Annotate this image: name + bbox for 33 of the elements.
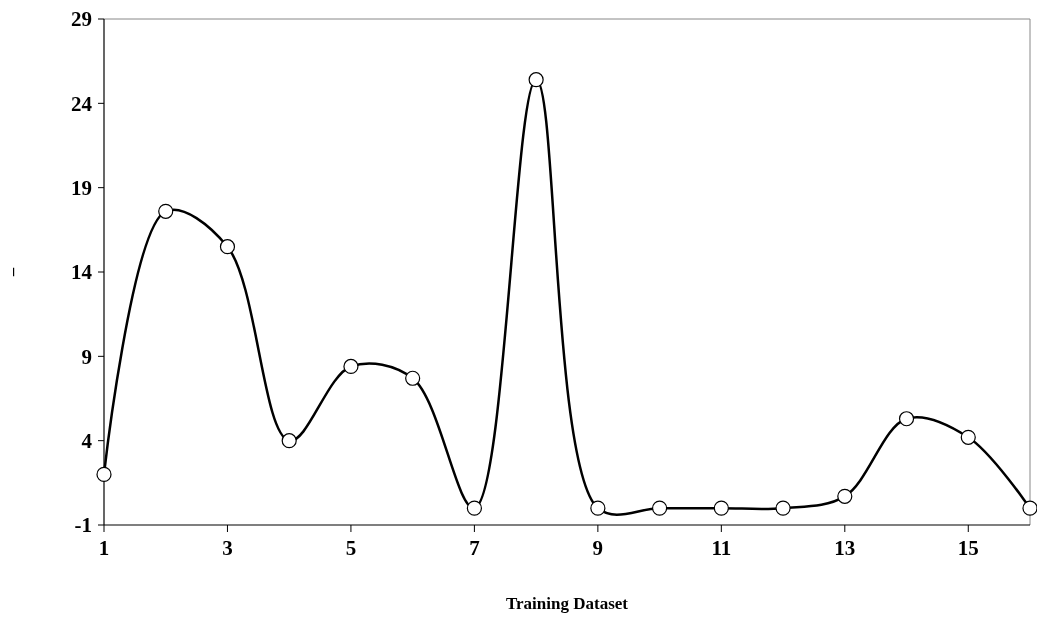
x-tick-label: 15 bbox=[957, 536, 979, 560]
point bbox=[158, 203, 174, 219]
y-tick-label: 14 bbox=[71, 260, 93, 285]
point bbox=[1022, 500, 1037, 516]
y-axis-title: – bbox=[3, 267, 22, 278]
y-tick-label: 29 bbox=[71, 7, 92, 32]
point bbox=[528, 72, 544, 88]
point bbox=[219, 239, 236, 255]
x-tick-label: 9 bbox=[592, 536, 604, 560]
x-tick-label: 3 bbox=[222, 536, 233, 560]
x-axis-title: Training Dataset bbox=[506, 594, 629, 613]
point bbox=[590, 500, 606, 516]
point bbox=[898, 411, 915, 427]
x-tick-label: 1 bbox=[98, 536, 110, 560]
y-tick-label: -1 bbox=[74, 513, 92, 538]
y-tick-label: 24 bbox=[71, 91, 93, 116]
point bbox=[96, 466, 112, 482]
y-tick-label: 19 bbox=[71, 176, 92, 201]
y-tick-label: 9 bbox=[81, 344, 92, 369]
y-tick-label: 4 bbox=[81, 429, 93, 454]
point bbox=[343, 358, 359, 375]
point bbox=[713, 500, 729, 516]
point bbox=[405, 370, 421, 386]
x-tick-label: 7 bbox=[469, 536, 480, 560]
point bbox=[837, 488, 853, 504]
point bbox=[466, 500, 482, 516]
point bbox=[652, 500, 668, 516]
x-tick-label: 13 bbox=[834, 536, 856, 560]
point bbox=[960, 429, 976, 445]
x-tick-label: 5 bbox=[345, 536, 357, 560]
point bbox=[775, 500, 791, 516]
point bbox=[281, 433, 297, 449]
x-tick-label: 11 bbox=[711, 536, 732, 560]
